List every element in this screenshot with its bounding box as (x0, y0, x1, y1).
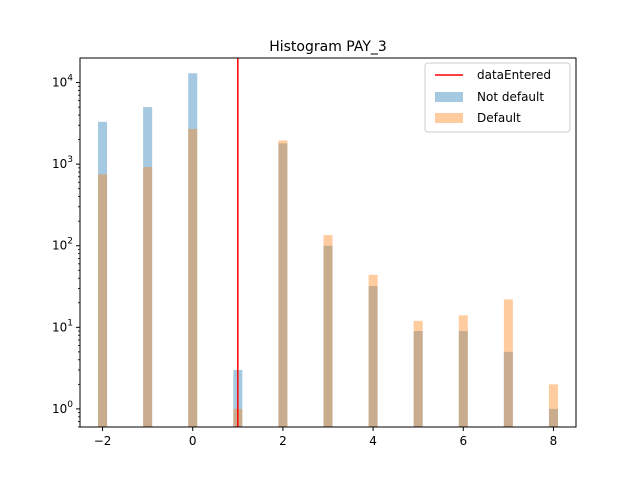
y-tick-label: 104 (52, 74, 73, 90)
bar (323, 245, 333, 427)
bar (458, 331, 468, 427)
y-tick-label: 101 (52, 318, 73, 334)
bar (548, 384, 558, 427)
x-tick-label: 6 (459, 434, 467, 448)
bar (278, 140, 288, 428)
y-tick-label: 102 (52, 237, 73, 253)
bar (503, 351, 513, 427)
bar (413, 331, 423, 427)
bar (368, 286, 378, 427)
bar (188, 128, 198, 427)
bar (368, 274, 378, 427)
bar (143, 167, 153, 427)
bar (548, 408, 558, 427)
series-default (98, 128, 558, 428)
bar (278, 143, 288, 427)
x-tick-label: −2 (94, 434, 112, 448)
x-tick-label: 4 (369, 434, 377, 448)
x-tick-label: 2 (279, 434, 287, 448)
legend-handle-default (435, 113, 463, 123)
bar (143, 107, 153, 428)
bar (98, 174, 108, 427)
x-tick-label: 8 (550, 434, 558, 448)
legend-handle-not-default (435, 92, 463, 102)
bar (188, 73, 198, 427)
bar (98, 121, 108, 427)
plot-area (98, 58, 558, 428)
legend-label-not-default: Not default (477, 90, 544, 104)
bar (503, 299, 513, 427)
y-tick-label: 103 (52, 155, 73, 171)
axis-ticks: −2 0 2 4 6 8 100 101 102 103 104 (52, 74, 557, 448)
bar (323, 235, 333, 427)
x-tick-label: 0 (189, 434, 197, 448)
axes-frame (79, 57, 577, 428)
legend-frame (424, 62, 571, 133)
legend-label-default: Default (477, 111, 521, 125)
y-tick-label: 100 (52, 400, 73, 416)
bar (458, 315, 468, 427)
legend-label-dataentered: dataEntered (477, 68, 551, 82)
chart-title: Histogram PAY_3 (269, 39, 387, 55)
bar (413, 320, 423, 427)
legend: dataEntered Not default Default (424, 62, 571, 133)
